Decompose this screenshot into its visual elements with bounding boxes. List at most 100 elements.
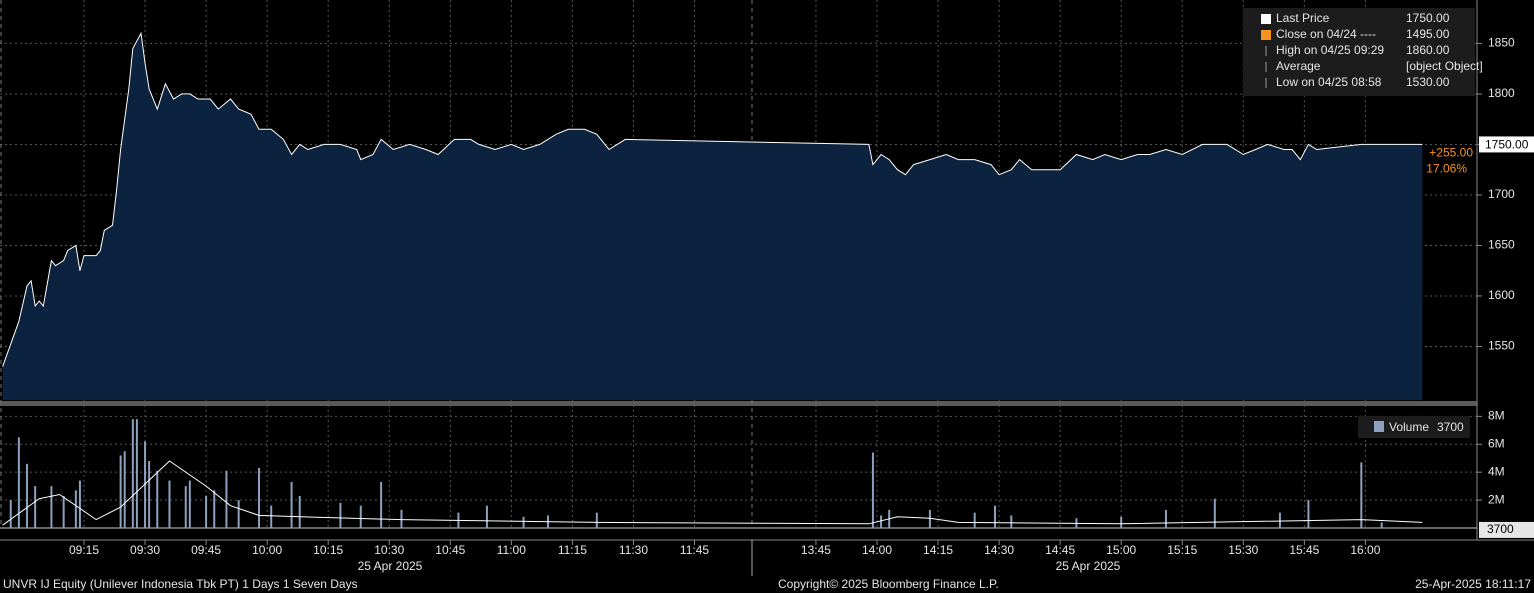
y-tick-label: 1700 <box>1488 187 1515 201</box>
volume-bar <box>26 463 29 528</box>
volume-bar <box>522 516 525 528</box>
volume-bar <box>1120 516 1123 528</box>
last-price-label: 1750.00 <box>1485 138 1529 152</box>
x-tick-label: 14:30 <box>984 543 1014 557</box>
volume-bar <box>1010 515 1013 528</box>
price-area <box>2 33 1423 401</box>
last-volume-label: 3700 <box>1487 522 1514 536</box>
x-tick-label: 10:15 <box>313 543 343 557</box>
x-tick-label: 16:00 <box>1350 543 1380 557</box>
volume-bar <box>156 470 159 528</box>
last-volume-badge <box>1479 521 1534 538</box>
volume-bar <box>119 455 122 528</box>
volume-bar <box>359 505 362 528</box>
volume-bar <box>1380 522 1383 528</box>
volume-bar <box>485 505 488 528</box>
date-label: 25 Apr 2025 <box>1056 559 1121 573</box>
date-label: 25 Apr 2025 <box>358 559 423 573</box>
volume-bar <box>400 509 403 528</box>
legend-value: 1530.00 <box>1406 75 1450 89</box>
volume-bar <box>78 480 81 528</box>
volume-bar <box>994 505 997 528</box>
volume-bar <box>1278 512 1281 528</box>
volume-bar <box>595 512 598 528</box>
volume-bar <box>188 480 191 528</box>
y-tick-label: 1650 <box>1488 238 1515 252</box>
volume-bar <box>131 419 134 528</box>
volume-bar <box>1164 509 1167 528</box>
panel-divider <box>0 401 1477 406</box>
x-tick-label: 14:45 <box>1045 543 1075 557</box>
y-tick-label: 6M <box>1488 436 1505 450</box>
y-tick-label: 1550 <box>1488 339 1515 353</box>
legend-name: Low on 04/25 08:58 <box>1276 75 1382 89</box>
x-tick-label: 10:30 <box>374 543 404 557</box>
legend-name: Volume <box>1389 420 1429 434</box>
legend-value: 3700 <box>1437 420 1464 434</box>
copyright: Copyright© 2025 Bloomberg Finance L.P. <box>778 577 999 591</box>
legend-value: 1750.00 <box>1406 11 1450 25</box>
x-tick-label: 10:45 <box>435 543 465 557</box>
legend-name: Average <box>1276 59 1321 73</box>
volume-bar <box>184 486 187 528</box>
volume-bar <box>205 495 208 528</box>
y-tick-label: 8M <box>1488 409 1505 423</box>
volume-legend-box <box>1358 416 1470 438</box>
legend-value: 1495.00 <box>1406 27 1450 41</box>
legend-swatch <box>1261 30 1271 40</box>
x-tick-label: 13:45 <box>801 543 831 557</box>
volume-bar <box>34 486 37 528</box>
volume-bar <box>928 509 931 528</box>
change-label: +255.00 <box>1429 146 1473 160</box>
x-tick-label: 09:15 <box>69 543 99 557</box>
volume-bar <box>298 495 301 528</box>
y-tick-label: 4M <box>1488 464 1505 478</box>
volume-bar <box>213 490 216 528</box>
x-tick-label: 10:00 <box>252 543 282 557</box>
volume-bar <box>973 512 976 528</box>
legend-value: [object Object] <box>1406 59 1483 73</box>
volume-bar <box>1360 462 1363 528</box>
x-tick-label: 11:15 <box>558 543 587 557</box>
volume-bar <box>148 461 151 528</box>
legend-name: High on 04/25 09:29 <box>1276 43 1384 57</box>
legend-name: Close on 04/24 ---- <box>1276 27 1376 41</box>
volume-bar <box>123 451 126 528</box>
volume-bar <box>290 481 293 528</box>
x-tick-label: 15:30 <box>1228 543 1258 557</box>
price-line <box>2 31 1423 367</box>
change-pct-label: 17.06% <box>1426 162 1467 176</box>
volume-bar <box>50 486 53 528</box>
timestamp: 25-Apr-2025 18:11:17 <box>1415 577 1531 591</box>
volume-bar <box>168 480 171 528</box>
volume-bar <box>144 441 147 528</box>
legend-name: Last Price <box>1276 11 1330 25</box>
volume-bar <box>74 490 77 528</box>
volume-bar <box>270 505 273 528</box>
volume-average-line <box>2 460 1423 526</box>
y-tick-label: 1600 <box>1488 288 1515 302</box>
legend-value: 1860.00 <box>1406 43 1450 57</box>
volume-bar <box>1307 500 1310 528</box>
legend-swatch <box>1374 421 1384 432</box>
volume-bar <box>62 495 65 528</box>
x-tick-label: 11:30 <box>619 543 648 557</box>
volume-bar <box>380 481 383 528</box>
volume-bar <box>225 470 228 528</box>
volume-bar <box>258 468 261 528</box>
x-tick-label: 15:45 <box>1289 543 1319 557</box>
x-tick-label: 11:45 <box>680 543 709 557</box>
security-label: UNVR IJ Equity (Unilever Indonesia Tbk P… <box>3 577 358 591</box>
volume-bar <box>339 502 342 528</box>
x-tick-label: 09:45 <box>191 543 221 557</box>
y-tick-label: 1850 <box>1488 36 1515 50</box>
legend-box <box>1243 8 1475 96</box>
volume-bar <box>9 500 12 528</box>
volume-bar <box>871 452 874 528</box>
volume-bar <box>135 419 138 528</box>
volume-bar <box>237 500 240 528</box>
last-price-badge <box>1479 136 1534 153</box>
volume-bar <box>880 515 883 528</box>
volume-bar <box>1213 498 1216 528</box>
